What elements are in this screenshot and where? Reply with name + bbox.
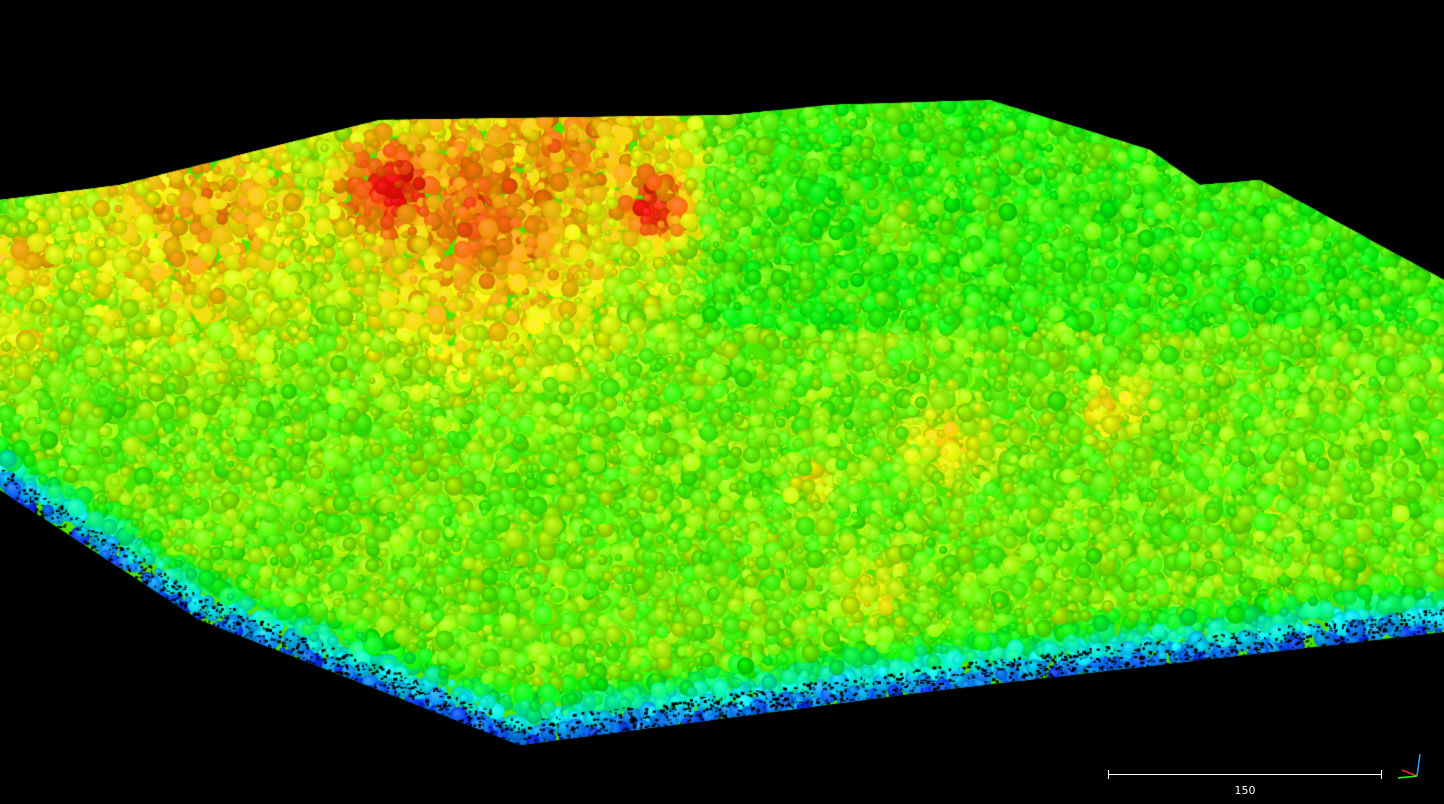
- scale-bar-tick-right: [1381, 770, 1382, 779]
- scale-bar-line: [1108, 774, 1382, 775]
- scale-bar-label: 150: [1234, 784, 1256, 797]
- scale-bar-tick-left: [1108, 770, 1109, 779]
- axis-triad-icon: [1397, 753, 1421, 779]
- scale-bar: [1108, 770, 1382, 779]
